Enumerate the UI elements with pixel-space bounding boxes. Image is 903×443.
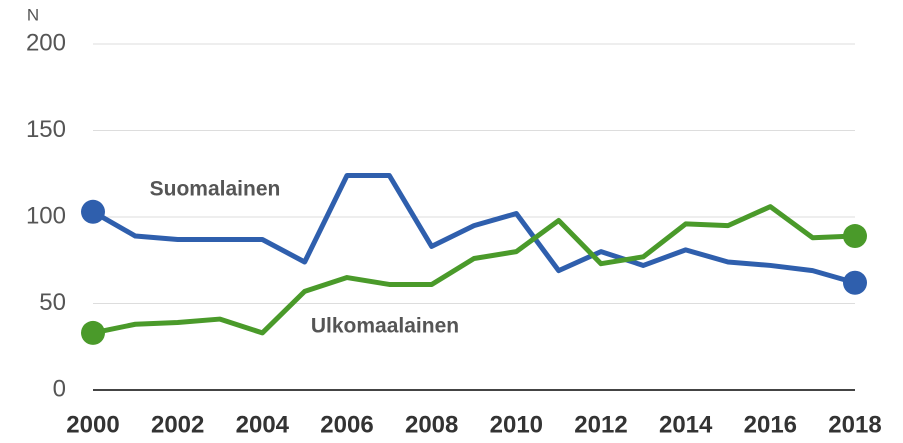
- x-tick-label: 2002: [151, 411, 204, 438]
- series-label: Suomalainen: [150, 178, 281, 201]
- series-line: [91, 172, 856, 286]
- x-tick-label: 2008: [405, 411, 458, 438]
- series-line: [92, 204, 856, 336]
- y-tick-label: 0: [53, 375, 66, 402]
- x-tick-label: 2014: [659, 411, 713, 438]
- y-tick-label: 100: [26, 202, 66, 229]
- end-marker: [843, 270, 867, 295]
- series-label: Ulkomaalainen: [311, 315, 459, 338]
- x-tick-label: 2000: [66, 411, 119, 438]
- end-marker: [81, 199, 105, 224]
- x-tick-label: 2010: [490, 411, 543, 438]
- y-tick-label: 150: [26, 116, 66, 143]
- end-marker: [843, 224, 867, 249]
- x-tick-label: 2016: [744, 411, 797, 438]
- x-tick-label: 2012: [574, 411, 627, 438]
- end-marker: [81, 320, 105, 345]
- x-tick-label: 2006: [320, 411, 373, 438]
- x-tick-label: 2018: [828, 411, 881, 438]
- y-tick-label: 200: [26, 29, 66, 56]
- x-tick-label: 2004: [236, 411, 290, 438]
- y-axis-label: N: [27, 5, 39, 24]
- y-tick-label: 50: [39, 289, 66, 316]
